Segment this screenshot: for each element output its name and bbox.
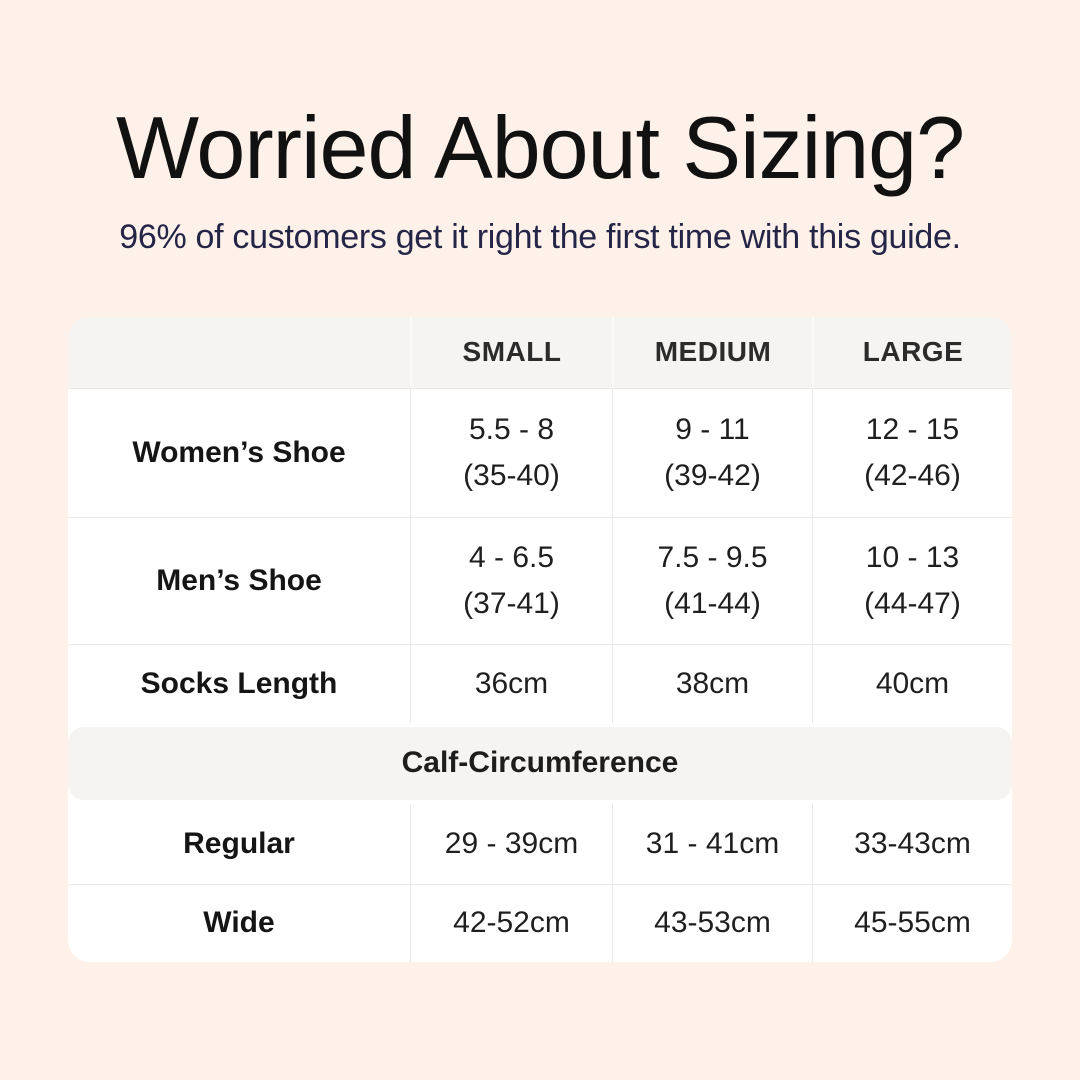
value-line-2: (39-42) — [664, 458, 761, 492]
size-value-medium: 7.5 - 9.5 (41-44) — [612, 517, 812, 644]
table-row-regular: Regular 29 - 39cm 31 - 41cm 33-43cm — [68, 803, 1012, 884]
table-row-womens-shoe: Women’s Shoe 5.5 - 8 (35-40) 9 - 11 (39-… — [68, 388, 1012, 517]
header-cell-small: SMALL — [410, 316, 612, 388]
row-label: Socks Length — [140, 666, 338, 700]
section-header-calf-circumference: Calf-Circumference — [68, 726, 1012, 800]
size-value-medium: 38cm — [612, 644, 812, 723]
table-header-row: SMALL MEDIUM LARGE — [68, 316, 1012, 389]
value-line-2: (41-44) — [664, 586, 761, 620]
value-line-2: (42-46) — [864, 458, 961, 492]
value-line-2: (44-47) — [864, 586, 961, 620]
size-value-large: 10 - 13 (44-47) — [812, 517, 1012, 644]
value-line-1: 4 - 6.5 — [468, 540, 555, 574]
row-label: Women’s Shoe — [132, 435, 346, 469]
page-subtitle: 96% of customers get it right the first … — [119, 217, 961, 256]
page-title: Worried About Sizing? — [115, 98, 965, 197]
size-value-small: 4 - 6.5 (37-41) — [410, 517, 612, 644]
value-line-2: (37-41) — [463, 586, 560, 620]
size-value-medium: 43-53cm — [612, 884, 812, 962]
header-cell-large: LARGE — [812, 316, 1012, 388]
size-value-large: 33-43cm — [812, 803, 1012, 884]
value-line-1: 10 - 13 — [865, 540, 960, 574]
sizing-table-card: SMALL MEDIUM LARGE Women’s Shoe 5.5 - 8 … — [68, 316, 1012, 962]
table-row-socks-length: Socks Length 36cm 38cm 40cm — [68, 643, 1012, 723]
size-value-large: 12 - 15 (42-46) — [812, 388, 1012, 517]
size-value-large: 40cm — [812, 644, 1012, 723]
size-value-small: 36cm — [410, 644, 612, 723]
value-line-1: 7.5 - 9.5 — [657, 540, 768, 574]
size-value-large: 45-55cm — [812, 884, 1012, 962]
value-line-1: 9 - 11 — [675, 412, 750, 446]
size-value-small: 29 - 39cm — [410, 803, 612, 884]
size-value-medium: 9 - 11 (39-42) — [612, 388, 812, 517]
table-row-mens-shoe: Men’s Shoe 4 - 6.5 (37-41) 7.5 - 9.5 (41… — [68, 516, 1012, 644]
size-value-small: 42-52cm — [410, 884, 612, 962]
header-cell-medium: MEDIUM — [612, 316, 812, 388]
table-row-wide: Wide 42-52cm 43-53cm 45-55cm — [68, 883, 1012, 962]
row-label: Men’s Shoe — [156, 563, 322, 597]
row-label: Regular — [183, 826, 295, 860]
header-cell-blank — [68, 316, 410, 388]
size-value-medium: 31 - 41cm — [612, 803, 812, 884]
row-label: Wide — [203, 906, 275, 940]
value-line-2: (35-40) — [463, 458, 560, 492]
value-line-1: 5.5 - 8 — [468, 412, 555, 446]
size-value-small: 5.5 - 8 (35-40) — [410, 388, 612, 517]
value-line-1: 12 - 15 — [865, 412, 960, 446]
